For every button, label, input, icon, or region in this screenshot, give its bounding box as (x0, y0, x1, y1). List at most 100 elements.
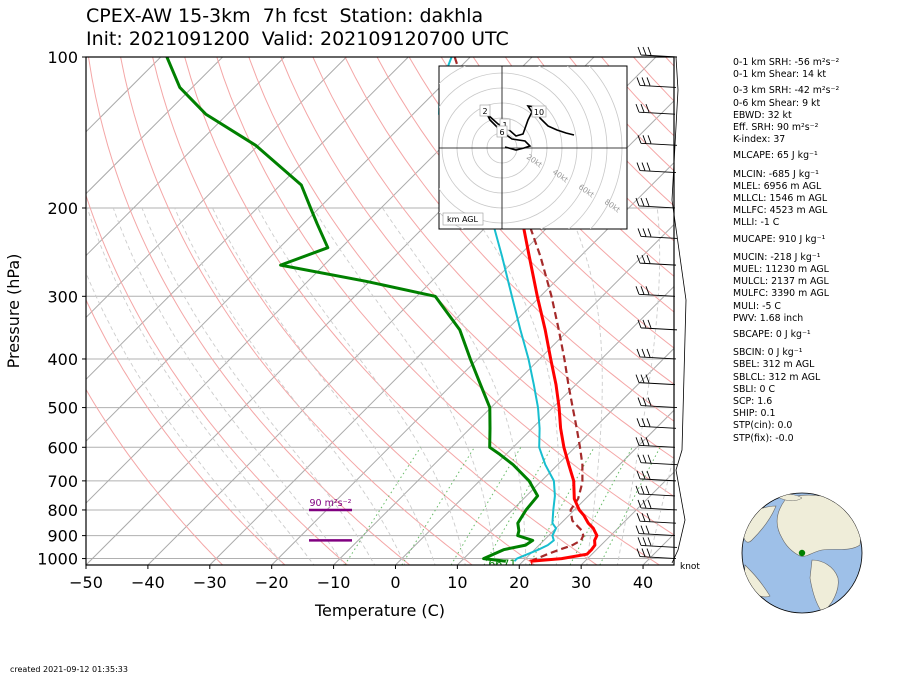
isotherm-line (86, 57, 223, 195)
moist-adiabat-line (382, 207, 527, 565)
moist-adiabat-line (141, 207, 376, 565)
x-tick-label: −10 (317, 573, 351, 592)
wind-barb-glyphs (635, 46, 678, 560)
moist-adiabat-line (257, 207, 466, 565)
index-line: MUCAPE: 910 J kg⁻¹ (733, 233, 826, 245)
index-line: SBLCL: 312 m AGL (733, 371, 821, 383)
isotherm-line (395, 285, 674, 565)
dry-adiabat-line (248, 57, 674, 536)
index-line: MUEL: 11230 m AGL (733, 264, 829, 276)
dry-adiabat-line (472, 57, 674, 277)
index-line: K-index: 37 (733, 134, 786, 146)
y-tick-label: 700 (47, 472, 78, 491)
isotherm-line (333, 223, 674, 565)
moist-adiabat-line (174, 207, 406, 565)
hodograph-frame (438, 65, 628, 230)
index-line: SBEL: 312 m AGL (733, 359, 815, 371)
isotherm-line (86, 57, 162, 133)
surface-value-label: 6671 (488, 558, 516, 571)
hodograph-height-box (531, 105, 547, 118)
dry-adiabat-line (184, 57, 598, 565)
globe-land-south (809, 559, 839, 613)
index-line: MULI: -5 C (733, 300, 781, 312)
grid-layer (86, 57, 674, 565)
x-tick-label: −20 (255, 573, 289, 592)
index-line: SBCIN: 0 J kg⁻¹ (733, 347, 803, 359)
dry-adiabat-line (88, 57, 411, 565)
index-line: EBWD: 32 kt (733, 109, 792, 121)
mixing-ratio-line (528, 447, 595, 565)
index-line: STP(fix): -0.0 (733, 432, 794, 444)
x-tick-label: 10 (447, 573, 467, 592)
axes: 90 m²s⁻²1002003004005006007008009001000−… (4, 48, 675, 620)
wind-unit-label: knot (680, 562, 700, 572)
isotherm-line (271, 161, 674, 565)
moist-adiabat-line (212, 207, 436, 565)
isotherm-line (518, 409, 674, 565)
y-tick-label: 100 (47, 48, 78, 67)
moist-adiabat-line (86, 271, 284, 565)
surface-value-label: 1 (528, 558, 535, 571)
index-line: MLEL: 6956 m AGL (733, 180, 822, 192)
indices-panel: 0-1 km SRH: -56 m²s⁻² 0-1 km Shear: 14 kt… (733, 57, 839, 445)
chart-title-line2: Init: 2021091200 Valid: 202109120700 UTC (86, 28, 509, 50)
mixing-ratio-line (569, 447, 633, 565)
isotherm-line (86, 57, 471, 442)
moist-adiabat-line (86, 207, 315, 565)
hodograph-height-box (479, 104, 491, 117)
dry-adiabat-line (312, 57, 674, 460)
dry-adiabat-line (86, 388, 223, 565)
x-tick-label: 40 (633, 573, 653, 592)
y-tick-label: 900 (47, 527, 78, 546)
station-marker (798, 549, 806, 557)
dry-adiabat-line (280, 57, 674, 498)
moist-adiabat-line (616, 207, 661, 565)
dry-adiabat-line (86, 298, 286, 565)
x-tick-label: −50 (69, 573, 103, 592)
temperature-profile (514, 172, 599, 563)
dewpoint-profile (165, 57, 540, 563)
dry-adiabat-line (344, 57, 674, 422)
isotherm-line (457, 347, 674, 565)
index-line: MLLFC: 4523 m AGL (733, 205, 828, 217)
mixing-ratio-line (483, 447, 553, 565)
index-line: MLCIN: -685 J kg⁻¹ (733, 168, 819, 180)
wind-barbs: knot (635, 46, 700, 572)
dry-adiabat-line (86, 193, 348, 565)
y-tick-label: 400 (47, 350, 78, 369)
x-tick-label: 0 (390, 573, 400, 592)
index-line: MUCIN: -218 J kg⁻¹ (733, 251, 821, 263)
index-line: 0-6 km Shear: 9 kt (733, 97, 821, 109)
isotherm-line (86, 57, 347, 319)
hodograph-height-label: 1 (502, 121, 507, 130)
wind-barb-staff (671, 56, 687, 564)
index-line: PWV: 1.68 inch (733, 312, 804, 324)
created-timestamp: created 2021-09-12 01:35:33 (10, 665, 128, 674)
dry-adiabat-line (440, 57, 674, 313)
hodograph-height-label: 6 (499, 128, 504, 137)
moist-adiabat-line (312, 207, 497, 565)
x-tick-label: −40 (131, 573, 165, 592)
y-tick-label: 500 (47, 399, 78, 418)
y-tick-label: 200 (47, 199, 78, 218)
mixing-ratio-line (344, 447, 422, 565)
x-tick-label: 20 (509, 573, 529, 592)
hodograph-agl-label: km AGL (447, 215, 479, 224)
index-line: SHIP: 0.1 (733, 408, 776, 420)
mixing-ratio-line (401, 447, 475, 565)
hodograph-height-box (496, 125, 508, 138)
y-tick-label: 300 (47, 287, 78, 306)
index-line: SCP: 1.6 (733, 396, 773, 408)
srh-label: 90 m²s⁻² (310, 498, 352, 509)
dry-adiabat-line (120, 57, 473, 565)
globe-land-africa-europe (776, 494, 861, 557)
index-line: MLLI: -1 C (733, 217, 780, 229)
index-line: 0-1 km SRH: -56 m²s⁻² (733, 57, 840, 68)
plot-frame (85, 56, 675, 566)
mixing-ratio-line (450, 447, 522, 565)
x-tick-label: −30 (193, 573, 227, 592)
index-line: 0-3 km SRH: -42 m²s⁻² (733, 85, 840, 97)
index-line: MULCL: 2137 m AGL (733, 276, 829, 288)
index-line: MLLCL: 1546 m AGL (733, 193, 828, 205)
